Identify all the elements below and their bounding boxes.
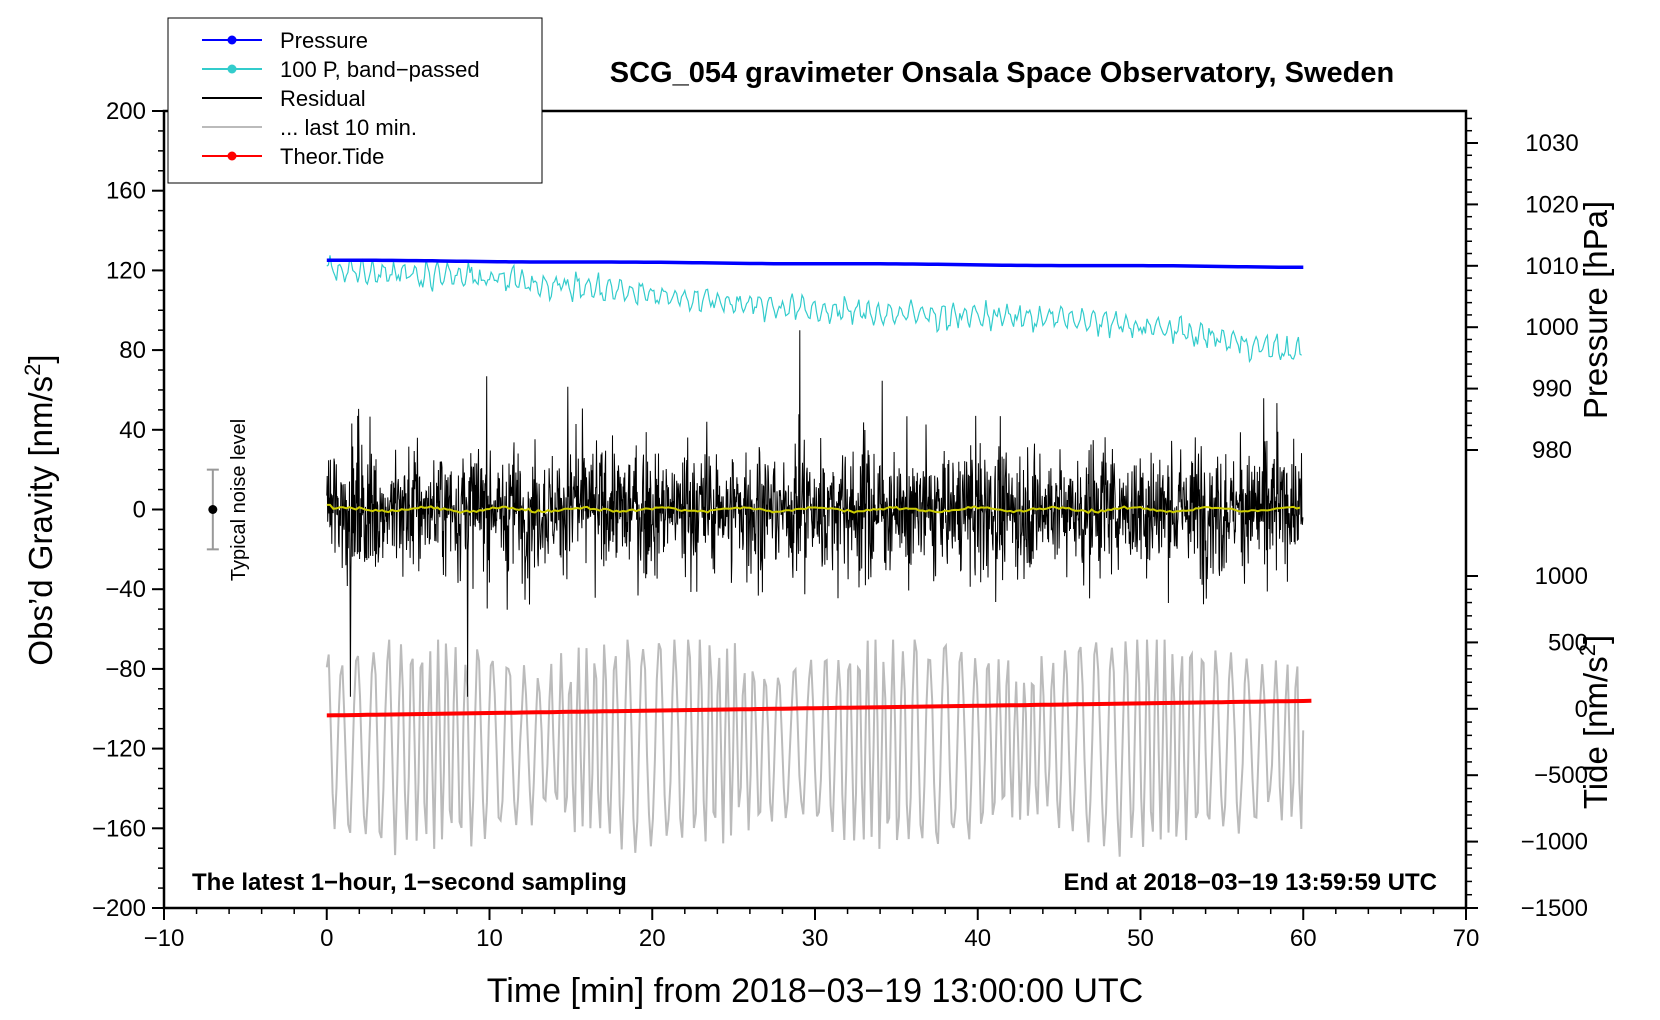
tide-axis-label-end: ] [1577,635,1614,644]
tide-axis-label-main: Tide [nm/s [1577,656,1614,809]
legend-marker [227,151,237,161]
x-tick-label: 10 [476,925,503,952]
legend-marker [227,35,237,45]
axes-layer: −10 0 10 20 30 40 50 60 70−200−160−120−80−400408… [92,98,1588,952]
pressure-axis-label: Pressure [hPa] [1577,201,1614,419]
tide-axis-label-sup: 2 [1575,644,1600,656]
x-tick-label: 30 [802,925,829,952]
x-tick-label: 70 [1453,925,1480,952]
y-axis-label-end: ] [22,354,59,363]
y-tick-label: 120 [106,257,146,284]
legend-marker [227,64,237,74]
series-last-10-min [325,639,1305,857]
legend-label: Residual [280,86,366,111]
legend-label: Theor.Tide [280,144,384,169]
y-tick-label: −80 [105,656,146,683]
tide-tick-label: −1500 [1521,895,1588,922]
x-tick-label: 40 [964,925,991,952]
tide-tick-label: 0 [1575,696,1588,723]
pressure-tick-label: 1000 [1525,314,1578,341]
pressure-tick-label: 1020 [1525,191,1578,218]
legend-label: Pressure [280,28,368,53]
y-tick-label: 160 [106,178,146,205]
tide-tick-label: −500 [1534,762,1588,789]
tide-tick-label: 500 [1548,629,1588,656]
series-theoretical-tide [326,698,1312,718]
y-tick-label: 0 [133,497,146,524]
annotation-sampling: The latest 1−hour, 1−second sampling [192,869,627,896]
pressure-tick-label: 1030 [1525,130,1578,157]
pressure-tick-label: 980 [1532,437,1572,464]
x-tick-label: 20 [639,925,666,952]
series-band-passed-pressure [326,255,1302,364]
tide-axis-label: Tide [nm/s2] [1575,635,1614,809]
y-tick-label: 200 [106,98,146,125]
noise-level-center-dot [208,505,218,514]
series-layer [325,255,1312,857]
annotation-end-time: End at 2018−03−19 13:59:59 UTC [1063,869,1437,896]
y-tick-label: 80 [119,337,146,364]
x-tick-label: 50 [1127,925,1154,952]
pressure-tick-label: 990 [1532,376,1572,403]
y-axis-label-sup: 2 [20,364,45,376]
tide-tick-label: −1000 [1521,829,1588,856]
legend-label: ... last 10 min. [280,115,417,140]
y-axis-label-main: Obs’d Gravity [nm/s [22,376,59,666]
noise-level-label: Typical noise level [228,419,250,581]
tide-tick-label: 1000 [1535,563,1588,590]
y-tick-label: −40 [105,576,146,603]
pressure-tick-label: 1010 [1525,253,1578,280]
y-tick-label: −160 [92,815,146,842]
x-tick-label: 0 [320,925,333,952]
legend-label: 100 P, band−passed [280,57,480,82]
y-axis-label: Obs’d Gravity [nm/s2] [20,354,59,665]
chart-title: SCG_054 gravimeter Onsala Space Observat… [610,57,1394,89]
x-tick-label: −10 [144,925,185,952]
y-tick-label: −120 [92,736,146,763]
legend: Pressure 100 P, band−passed Residual ... la… [202,28,480,169]
noise-level-indicator [206,468,219,551]
x-tick-label: 60 [1290,925,1317,952]
x-axis-label: Time [min] from 2018−03−19 13:00:00 UTC [487,972,1143,1010]
series-residual-smoothed [326,503,1301,515]
series-pressure [326,258,1304,270]
series-residual [326,330,1304,697]
y-tick-label: −200 [92,895,146,922]
y-tick-label: 40 [119,417,146,444]
